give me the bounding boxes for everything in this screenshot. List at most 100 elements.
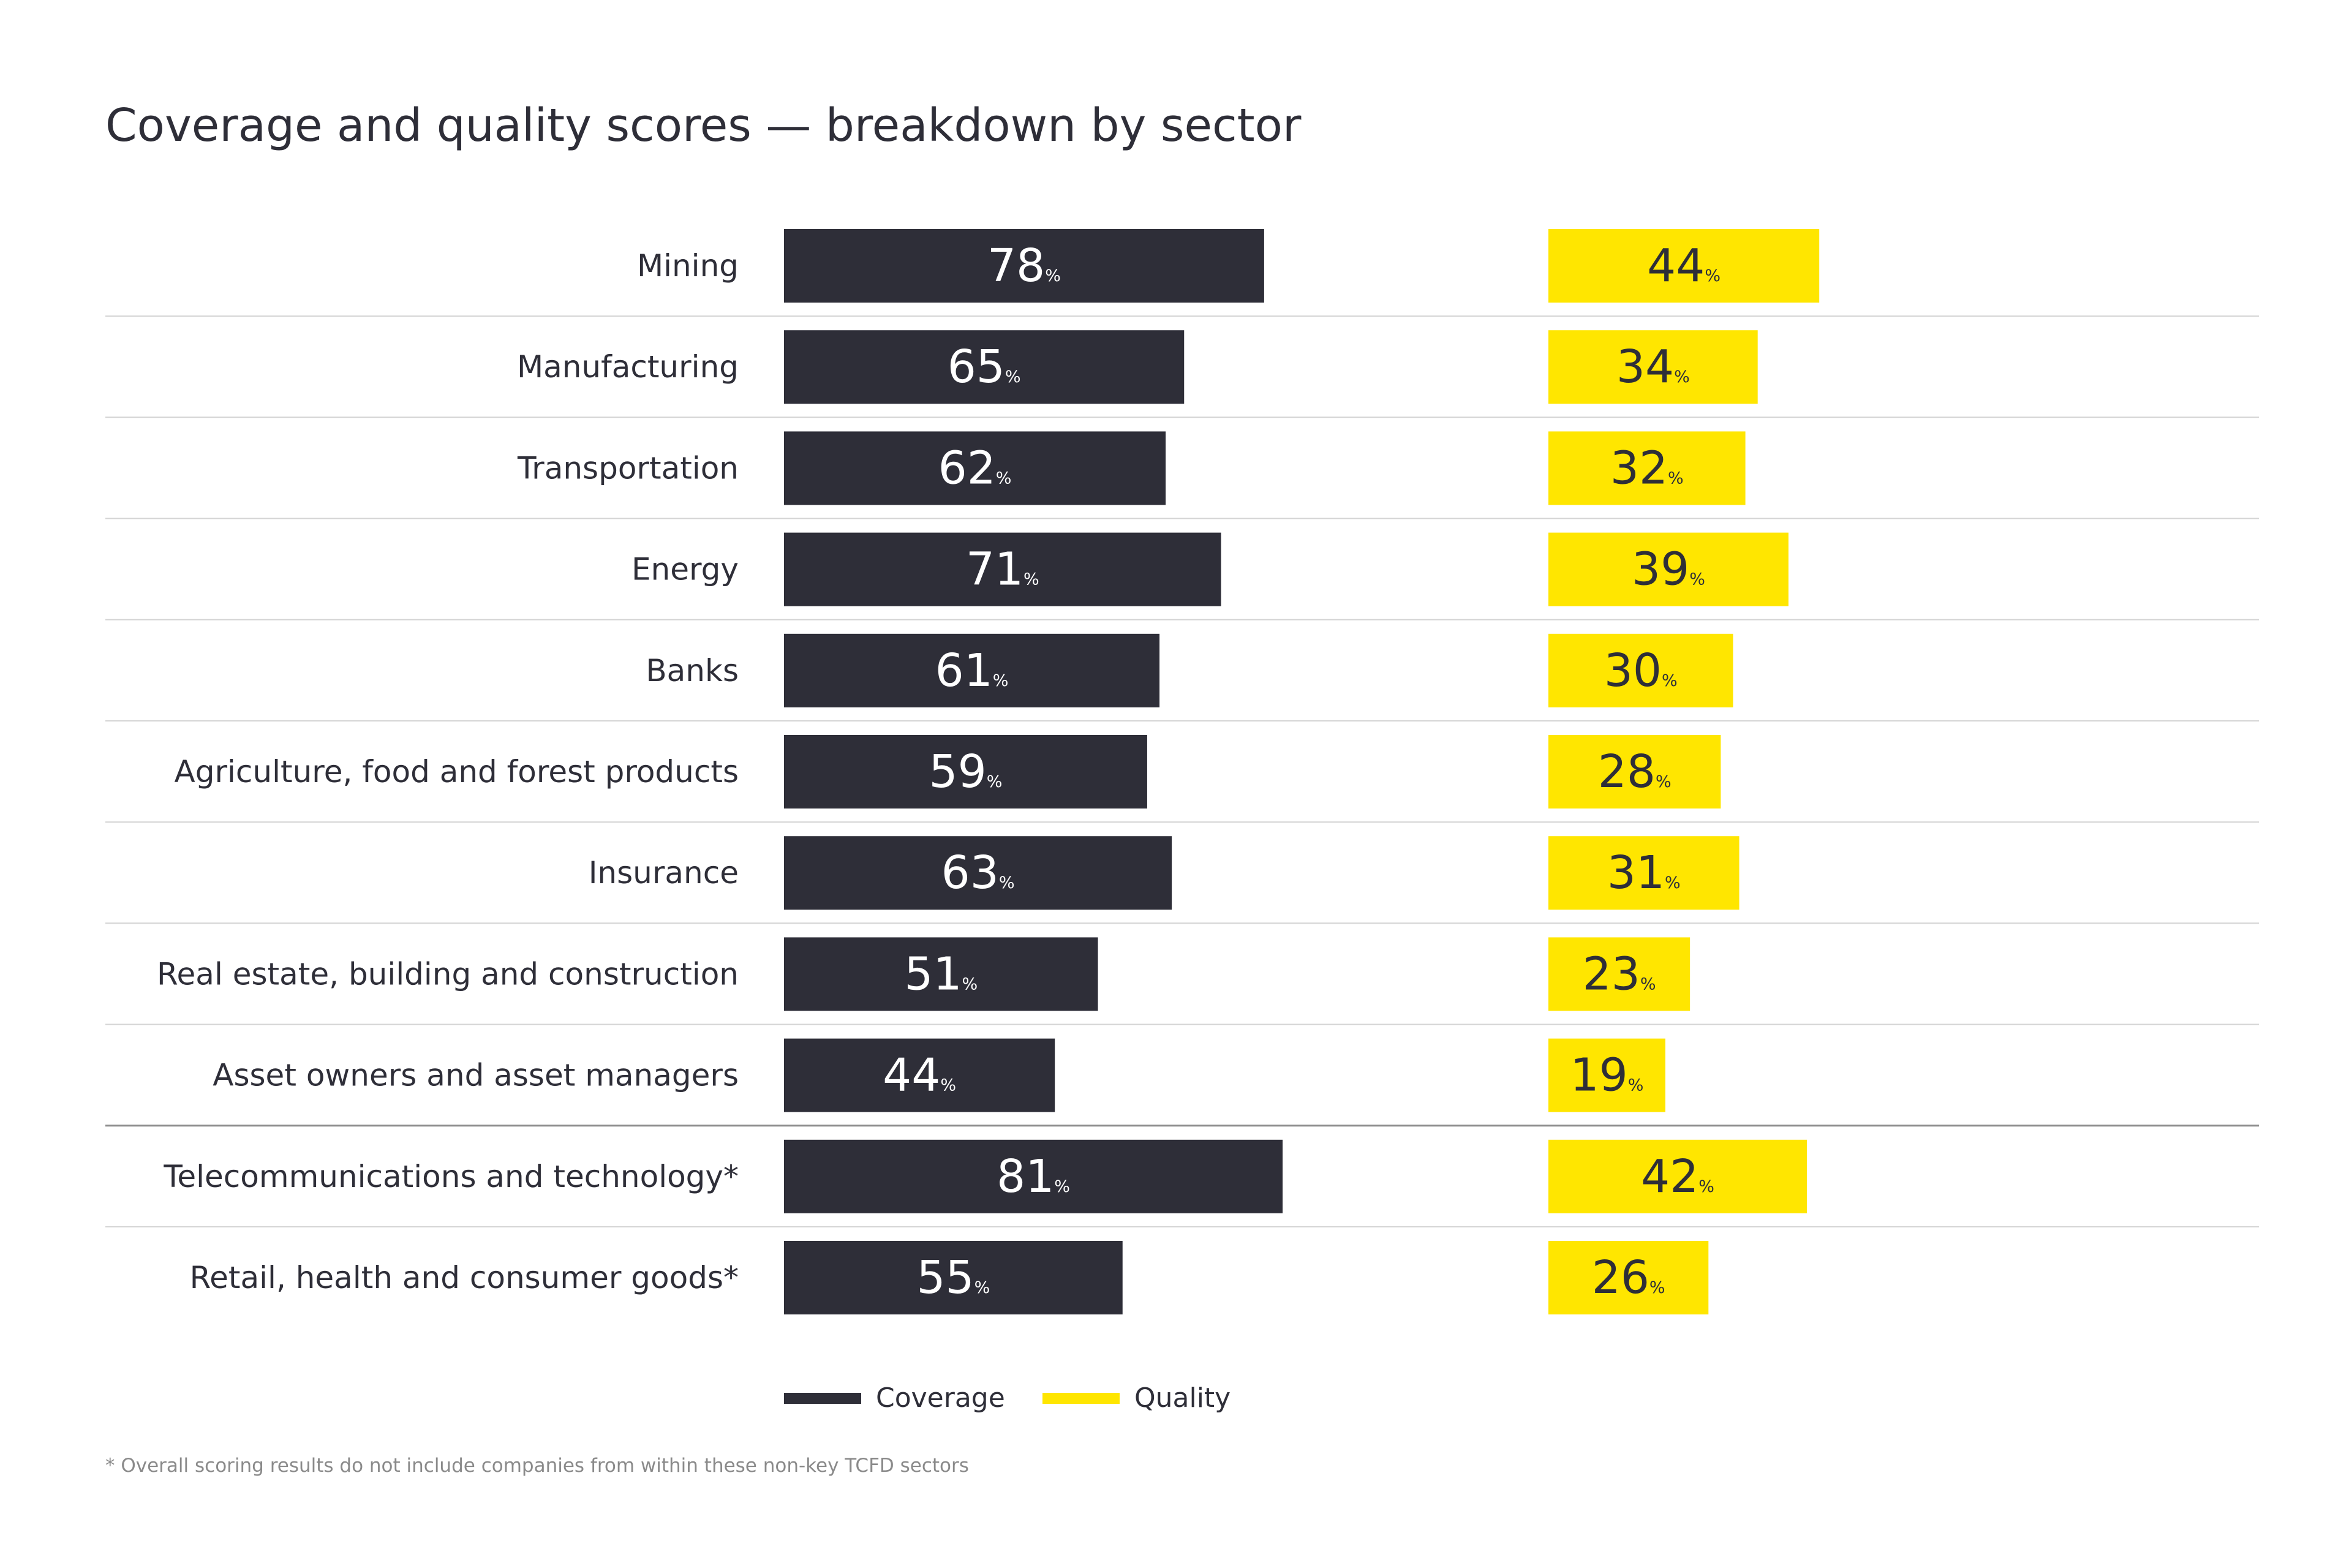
quality-value-label: 44% xyxy=(1647,239,1721,292)
coverage-value-number: 55 xyxy=(916,1251,974,1304)
quality-bar xyxy=(1548,1241,1709,1314)
quality-value-suffix: % xyxy=(1628,1076,1644,1095)
chart-row: Insurance 63% 31% xyxy=(105,836,2259,924)
category-label: Real estate, building and construction xyxy=(157,956,739,992)
legend-swatch xyxy=(784,1393,861,1404)
quality-value-label: 39% xyxy=(1632,543,1705,596)
quality-value-suffix: % xyxy=(1689,570,1705,589)
coverage-bar xyxy=(784,1139,1283,1213)
coverage-bar xyxy=(784,1038,1055,1112)
coverage-bar xyxy=(784,532,1221,606)
quality-value-suffix: % xyxy=(1668,469,1684,488)
quality-value-label: 31% xyxy=(1607,846,1681,899)
coverage-bar xyxy=(784,735,1147,809)
coverage-value-suffix: % xyxy=(974,1278,990,1297)
chart-row: Manufacturing 65% 34% xyxy=(105,330,2259,418)
coverage-value-suffix: % xyxy=(996,469,1012,488)
chart-row: Banks 61% 30% xyxy=(105,633,2259,722)
chart-row: Telecommunications and technology* 81% 42% xyxy=(105,1139,2259,1227)
chart-rows: Mining 78% 44%Manufacturing 65% 34%Transport… xyxy=(105,229,2259,1314)
quality-value-number: 23 xyxy=(1583,948,1640,1000)
quality-value-number: 19 xyxy=(1570,1049,1628,1102)
coverage-value-label: 81% xyxy=(997,1150,1070,1203)
quality-bar xyxy=(1548,937,1691,1011)
quality-value-label: 30% xyxy=(1604,644,1678,697)
quality-value-number: 39 xyxy=(1632,543,1689,596)
category-label: Manufacturing xyxy=(517,349,739,385)
category-label: Telecommunications and technology* xyxy=(163,1159,739,1194)
quality-bar xyxy=(1548,532,1789,606)
coverage-value-suffix: % xyxy=(1045,266,1061,285)
chart-row: Asset owners and asset managers 44% 19% xyxy=(105,1038,2259,1127)
coverage-value-label: 59% xyxy=(929,745,1003,798)
quality-value-suffix: % xyxy=(1705,266,1721,285)
quality-value-number: 31 xyxy=(1607,846,1665,899)
coverage-value-suffix: % xyxy=(940,1076,956,1095)
category-label: Retail, health and consumer goods* xyxy=(190,1260,739,1295)
coverage-bar xyxy=(784,937,1098,1011)
coverage-value-number: 61 xyxy=(935,644,993,697)
quality-value-label: 42% xyxy=(1641,1150,1714,1203)
coverage-bar xyxy=(784,229,1264,303)
quality-value-suffix: % xyxy=(1662,671,1678,690)
chart-row: Agriculture, food and forest products 59%… xyxy=(105,735,2259,823)
quality-value-number: 26 xyxy=(1592,1251,1649,1304)
coverage-bar xyxy=(784,1241,1123,1314)
quality-value-number: 32 xyxy=(1610,442,1668,494)
legend-item: Quality xyxy=(1042,1382,1231,1414)
coverage-value-suffix: % xyxy=(999,873,1015,892)
coverage-value-suffix: % xyxy=(1023,570,1039,589)
quality-value-label: 34% xyxy=(1616,341,1690,393)
coverage-value-number: 78 xyxy=(987,239,1045,292)
quality-value-label: 19% xyxy=(1570,1049,1644,1102)
coverage-value-number: 62 xyxy=(938,442,996,494)
quality-value-suffix: % xyxy=(1649,1278,1665,1297)
quality-bar xyxy=(1548,229,1820,303)
chart-row: Retail, health and consumer goods* 55% 26% xyxy=(190,1241,1709,1314)
footnote: * Overall scoring results do not include… xyxy=(105,1455,969,1477)
legend-label: Coverage xyxy=(876,1382,1005,1414)
coverage-value-suffix: % xyxy=(993,671,1009,690)
coverage-value-label: 55% xyxy=(916,1251,990,1304)
coverage-value-suffix: % xyxy=(1005,368,1021,386)
quality-value-suffix: % xyxy=(1656,772,1672,791)
quality-value-number: 44 xyxy=(1647,239,1705,292)
coverage-value-number: 71 xyxy=(966,543,1023,596)
coverage-value-suffix: % xyxy=(962,974,978,993)
quality-value-label: 32% xyxy=(1610,442,1684,494)
coverage-value-number: 51 xyxy=(904,948,962,1000)
legend-label: Quality xyxy=(1134,1382,1231,1414)
chart-row: Energy 71% 39% xyxy=(105,532,2259,620)
quality-value-number: 42 xyxy=(1641,1150,1698,1203)
category-label: Banks xyxy=(646,653,739,688)
quality-value-suffix: % xyxy=(1698,1177,1714,1196)
chart-legend: Coverage Quality xyxy=(784,1382,1231,1414)
quality-value-number: 30 xyxy=(1604,644,1662,697)
quality-bar xyxy=(1548,1139,1807,1213)
quality-value-label: 28% xyxy=(1598,745,1672,798)
coverage-value-number: 63 xyxy=(941,846,999,899)
category-label: Insurance xyxy=(589,855,739,891)
category-label: Transportation xyxy=(517,450,739,486)
quality-value-number: 28 xyxy=(1598,745,1656,798)
legend-item: Coverage xyxy=(784,1382,1005,1414)
coverage-value-label: 62% xyxy=(938,442,1012,494)
coverage-value-label: 65% xyxy=(948,341,1021,393)
chart-row: Transportation 62% 32% xyxy=(105,431,2259,519)
coverage-value-suffix: % xyxy=(1054,1177,1070,1196)
category-label: Mining xyxy=(637,248,739,284)
coverage-value-label: 71% xyxy=(966,543,1039,596)
quality-bar xyxy=(1548,1038,1665,1112)
coverage-value-number: 44 xyxy=(883,1049,940,1102)
quality-value-label: 23% xyxy=(1583,948,1656,1000)
chart-row: Mining 78% 44% xyxy=(105,229,2259,317)
coverage-value-label: 78% xyxy=(987,239,1061,292)
coverage-value-suffix: % xyxy=(987,772,1003,791)
category-label: Energy xyxy=(631,552,739,587)
coverage-value-label: 61% xyxy=(935,644,1009,697)
coverage-bar xyxy=(784,431,1166,505)
coverage-value-number: 81 xyxy=(997,1150,1054,1203)
quality-value-suffix: % xyxy=(1665,873,1681,892)
quality-value-label: 26% xyxy=(1592,1251,1665,1304)
